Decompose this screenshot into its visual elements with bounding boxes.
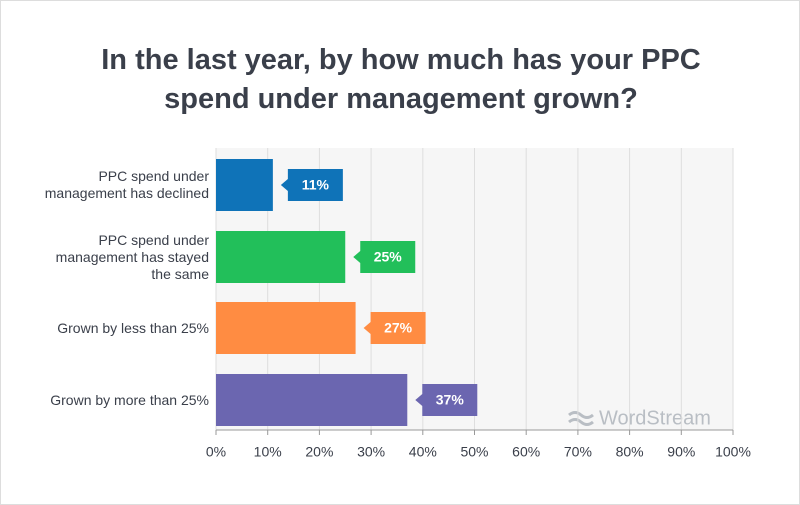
category-label: Grown by less than 25% bbox=[21, 298, 209, 358]
value-label: 27% bbox=[384, 320, 413, 336]
bar bbox=[216, 302, 356, 354]
value-label: 37% bbox=[436, 392, 465, 408]
category-label: PPC spend under management has stayed th… bbox=[21, 227, 209, 287]
category-text: PPC spend under management has declined bbox=[44, 168, 209, 201]
category-label: PPC spend under management has declined bbox=[21, 155, 209, 215]
x-tick-label: 40% bbox=[409, 444, 437, 460]
value-label: 25% bbox=[374, 249, 403, 265]
category-text: Grown by less than 25% bbox=[57, 319, 209, 336]
category-text: PPC spend under management has stayed th… bbox=[55, 231, 209, 282]
x-tick-label: 70% bbox=[564, 444, 592, 460]
x-tick-label: 50% bbox=[460, 444, 488, 460]
x-tick-label: 30% bbox=[357, 444, 385, 460]
x-tick-label: 80% bbox=[616, 444, 644, 460]
bar bbox=[216, 159, 273, 211]
x-tick-label: 90% bbox=[667, 444, 695, 460]
watermark: WordStream bbox=[599, 407, 711, 429]
category-label: Grown by more than 25% bbox=[21, 370, 209, 430]
x-tick-label: 0% bbox=[206, 444, 226, 460]
chart-title: In the last year, by how much has your P… bbox=[101, 44, 701, 115]
value-label-box bbox=[415, 384, 478, 416]
value-label-box bbox=[280, 169, 343, 201]
bar bbox=[216, 374, 408, 426]
value-label-box bbox=[353, 241, 416, 273]
bar bbox=[216, 231, 346, 283]
value-label: 11% bbox=[302, 177, 330, 193]
x-tick-label: 100% bbox=[715, 444, 751, 460]
x-tick-label: 20% bbox=[305, 444, 333, 460]
watermark-logo bbox=[568, 411, 594, 426]
value-label-box bbox=[363, 312, 426, 344]
x-tick-label: 60% bbox=[512, 444, 540, 460]
x-tick-label: 10% bbox=[254, 444, 282, 460]
category-text: Grown by more than 25% bbox=[50, 391, 209, 408]
